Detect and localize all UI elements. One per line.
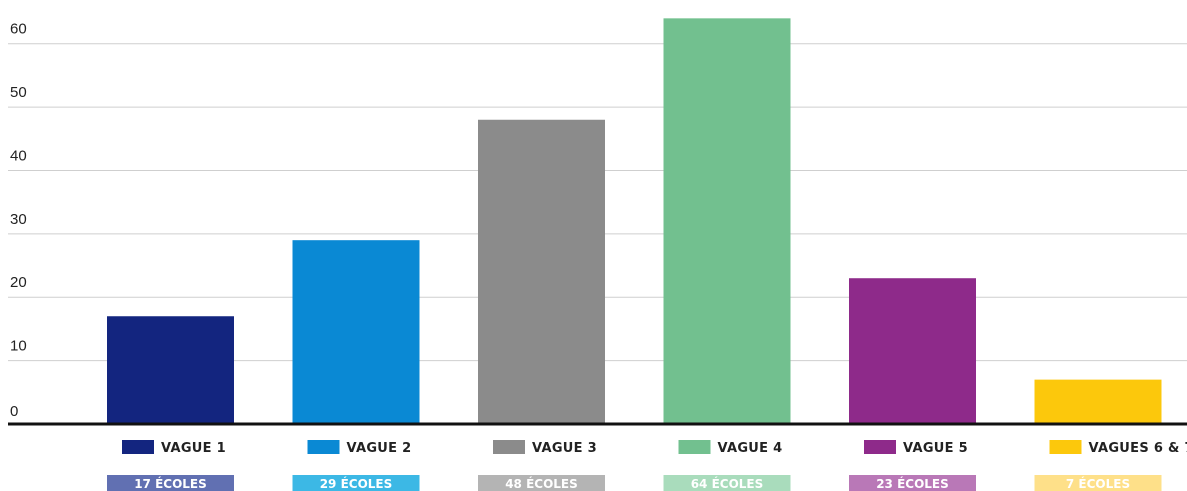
count-badge [107, 475, 234, 491]
count-label: 64 ÉCOLES [691, 476, 764, 491]
legend-label: VAGUE 1 [161, 441, 226, 456]
bar [107, 316, 234, 424]
legend-swatch [678, 440, 711, 454]
y-tick-label: 20 [10, 274, 27, 291]
bar [663, 18, 791, 424]
bars [107, 18, 1162, 424]
legend: VAGUE 1 VAGUE 2 VAGUE 3 VAGUE 4 VAGUE 5 VAGUE… [122, 440, 1187, 456]
legend-swatch [864, 440, 896, 454]
count-badge [292, 475, 420, 491]
y-tick-label: 30 [10, 211, 27, 228]
count-badge [1034, 475, 1162, 491]
count-badge [849, 475, 976, 491]
y-tick-label: 50 [10, 84, 27, 101]
school-counts: 17 ÉCOLES 29 ÉCOLES 48 ÉCOLES 64 ÉCOLES 23 É… [107, 475, 1162, 491]
y-tick-label: 0 [10, 403, 18, 420]
bar [849, 278, 976, 424]
y-axis: 0 10 20 30 40 50 60 [10, 21, 27, 420]
legend-label: VAGUES 6 & 7 [1089, 441, 1187, 456]
count-badge [478, 475, 605, 491]
legend-swatch [1049, 440, 1082, 454]
legend-swatch [307, 440, 340, 454]
count-label: 48 ÉCOLES [505, 476, 578, 491]
bar [292, 240, 420, 424]
legend-swatch [493, 440, 525, 454]
bar [478, 119, 605, 424]
count-label: 17 ÉCOLES [134, 476, 207, 491]
y-tick-label: 40 [10, 147, 27, 164]
count-label: 23 ÉCOLES [876, 476, 949, 491]
bar [1034, 379, 1162, 424]
legend-label: VAGUE 2 [347, 441, 412, 456]
legend-label: VAGUE 5 [903, 441, 968, 456]
count-label: 7 ÉCOLES [1066, 476, 1130, 491]
count-badge [663, 475, 791, 491]
legend-label: VAGUE 4 [718, 441, 783, 456]
y-tick-label: 60 [10, 21, 27, 38]
legend-swatch [122, 440, 154, 454]
count-label: 29 ÉCOLES [320, 476, 393, 491]
y-tick-label: 10 [10, 338, 27, 355]
legend-label: VAGUE 3 [532, 441, 597, 456]
